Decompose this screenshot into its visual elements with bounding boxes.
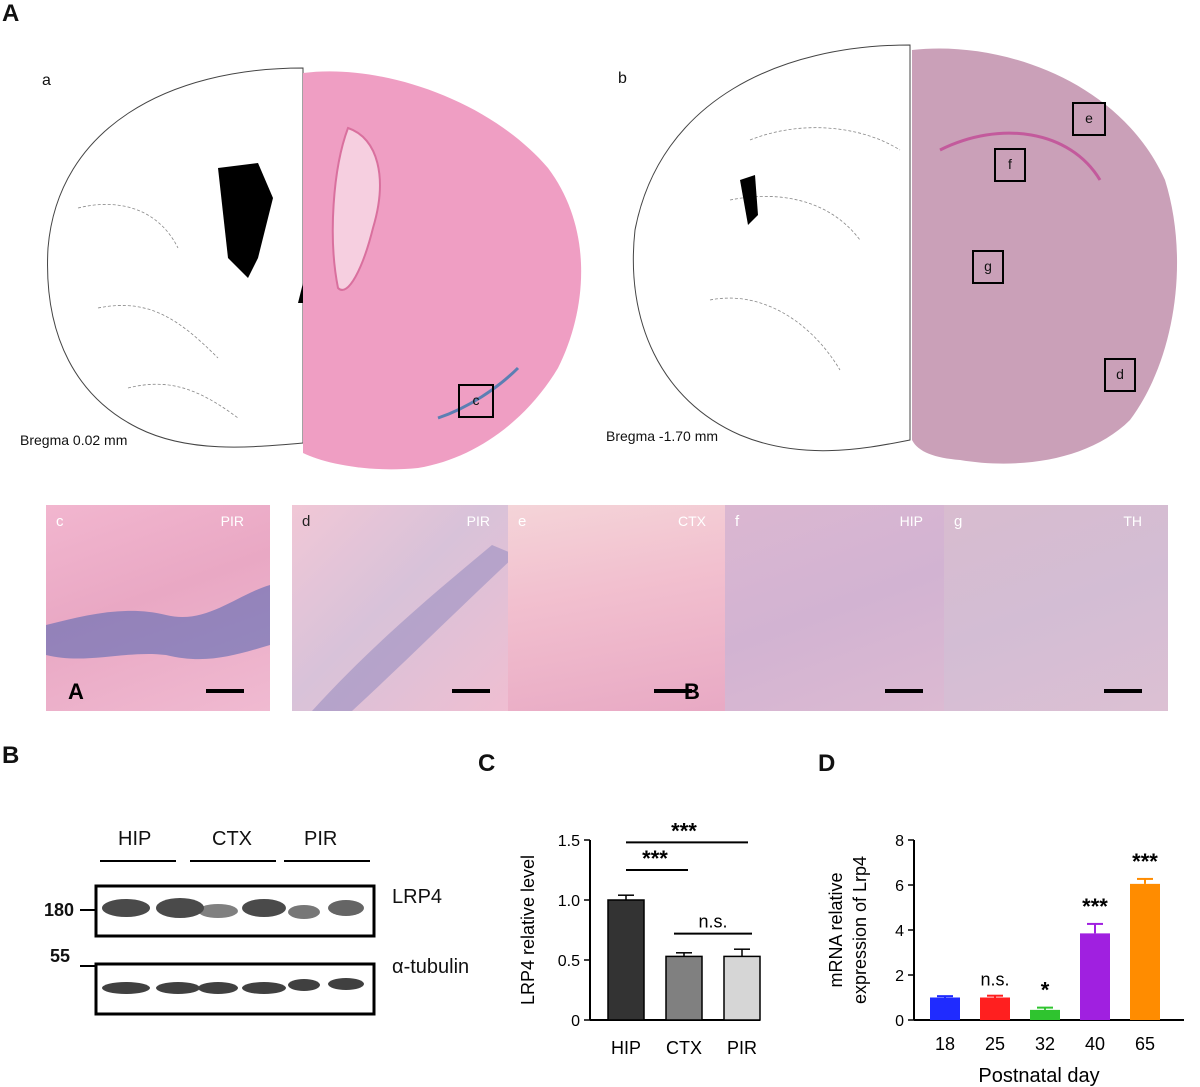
tile-g-label: g [954, 513, 963, 530]
tile-c-label: c [56, 513, 64, 530]
tile-e: e CTX B [508, 505, 732, 711]
region-box-c: c [458, 384, 494, 418]
chart-d-x-tick-label: 25 [985, 1034, 1005, 1054]
tile-d-region: PIR [466, 513, 490, 529]
chart-d-y-tick-label: 6 [895, 878, 904, 895]
tile-c: c PIR A [46, 505, 270, 711]
panel-label-c: C [478, 750, 496, 777]
wb-group-hip: HIP [118, 828, 152, 850]
chart-c-x-tick-label: HIP [611, 1038, 641, 1058]
atlas-b-bregma: Bregma -1.70 mm [606, 428, 719, 444]
tile-d-label: d [302, 513, 311, 530]
chart-c-bar [607, 899, 645, 1021]
tile-c-inlay: A [68, 679, 84, 704]
tile-d: d PIR [292, 505, 516, 711]
chart-d-sig-label: * [1041, 978, 1050, 1003]
region-box-d: d [1104, 358, 1136, 392]
chart-d: 0 2 4 6 8 mRNA relative expression of Lrp4 18 25… [826, 833, 1184, 1087]
wb-group-line-hip [100, 860, 176, 862]
atlas-section-b: b Bregma -1.70 mm e f g d [600, 40, 1190, 480]
chart-d-y-tick-label: 2 [895, 968, 904, 985]
chart-c-bar [723, 955, 761, 1021]
tile-d-scale-bar [452, 689, 490, 693]
chart-d-bar [1030, 1009, 1060, 1020]
chart-c-bar [665, 955, 703, 1021]
chart-d-y-label-line1: mRNA relative [826, 872, 846, 987]
panel-label-a: A [2, 0, 20, 27]
chart-d-y-label-line2: expression of Lrp4 [850, 856, 870, 1004]
tile-f-region: HIP [899, 513, 923, 529]
region-box-e: e [1072, 102, 1106, 136]
chart-d-sig-label: *** [1082, 894, 1108, 919]
tile-d-staining [312, 545, 516, 711]
wb-mw-180: 180 [44, 900, 75, 920]
chart-c: 0 0.5 1.0 1.5 LRP4 relative level HIP CTX PIR **… [518, 818, 761, 1058]
wb-group-ctx: CTX [212, 828, 252, 850]
wb-group-pir: PIR [304, 828, 338, 850]
chart-c-y-tick-label: 1.5 [558, 833, 580, 850]
region-box-g: g [972, 250, 1004, 284]
chart-d-y-tick-label: 8 [895, 833, 904, 850]
chart-c-x-tick-label: PIR [727, 1038, 757, 1058]
chart-c-y-tick-label: 0 [571, 1013, 580, 1030]
chart-d-y-tick-label: 0 [895, 1013, 904, 1030]
chart-d-x-tick-label: 65 [1135, 1034, 1155, 1054]
tile-c-region: PIR [220, 513, 244, 529]
chart-c-y-label: LRP4 relative level [518, 855, 538, 1005]
atlas-section-a: a Bregma 0.02 mm c [18, 58, 588, 478]
chart-d-x-tick-label: 32 [1035, 1034, 1055, 1054]
wb-band-lrp4: LRP4 [392, 886, 443, 908]
chart-d-x-tick-label: 40 [1085, 1034, 1105, 1054]
chart-c-sig-label: *** [671, 818, 697, 843]
chart-d-x-label: Postnatal day [978, 1065, 1099, 1087]
wb-group-line-pir [284, 860, 370, 862]
tile-g-region: TH [1123, 513, 1142, 529]
tile-f: f HIP [725, 505, 949, 711]
tile-g: g TH [944, 505, 1168, 711]
chart-d-bar [1130, 883, 1160, 1020]
atlas-a-label: a [42, 72, 51, 89]
wb-band-tubulin: α-tubulin [392, 956, 470, 978]
tile-g-scale-bar [1104, 689, 1142, 693]
tile-c-staining [46, 585, 270, 660]
atlas-a-drawing [47, 67, 582, 470]
chart-d-y-tick-label: 4 [895, 923, 904, 940]
tile-f-scale-bar [885, 689, 923, 693]
tile-c-scale-bar [206, 689, 244, 693]
chart-c-sig-label: *** [642, 846, 668, 871]
chart-d-sig-label: n.s. [980, 970, 1009, 990]
chart-d-bar [930, 997, 960, 1020]
wb-group-line-ctx [190, 860, 276, 862]
panel-label-b: B [2, 742, 20, 769]
panel-label-d: D [818, 750, 836, 777]
wb-tubulin-blot [80, 962, 376, 1016]
wb-mw-55: 55 [50, 946, 71, 966]
wb-lrp4-blot [80, 884, 376, 938]
chart-d-sig-label: *** [1132, 849, 1158, 874]
tile-e-region: CTX [678, 513, 706, 529]
chart-d-bar [980, 997, 1010, 1020]
chart-c-x-tick-label: CTX [666, 1038, 702, 1058]
chart-c-sig-label: n.s. [698, 912, 727, 932]
atlas-b-label: b [618, 70, 627, 87]
chart-c-y-tick-label: 0.5 [558, 953, 580, 970]
chart-d-x-tick-label: 18 [935, 1034, 955, 1054]
chart-c-y-tick-label: 1.0 [558, 893, 580, 910]
tile-f-label: f [735, 513, 740, 530]
atlas-a-bregma: Bregma 0.02 mm [20, 432, 128, 448]
region-box-f: f [994, 148, 1026, 182]
atlas-b-drawing [632, 44, 1178, 464]
tile-e-label: e [518, 513, 527, 530]
tile-e-scale-bar [654, 689, 692, 693]
chart-d-bar [1080, 933, 1110, 1020]
